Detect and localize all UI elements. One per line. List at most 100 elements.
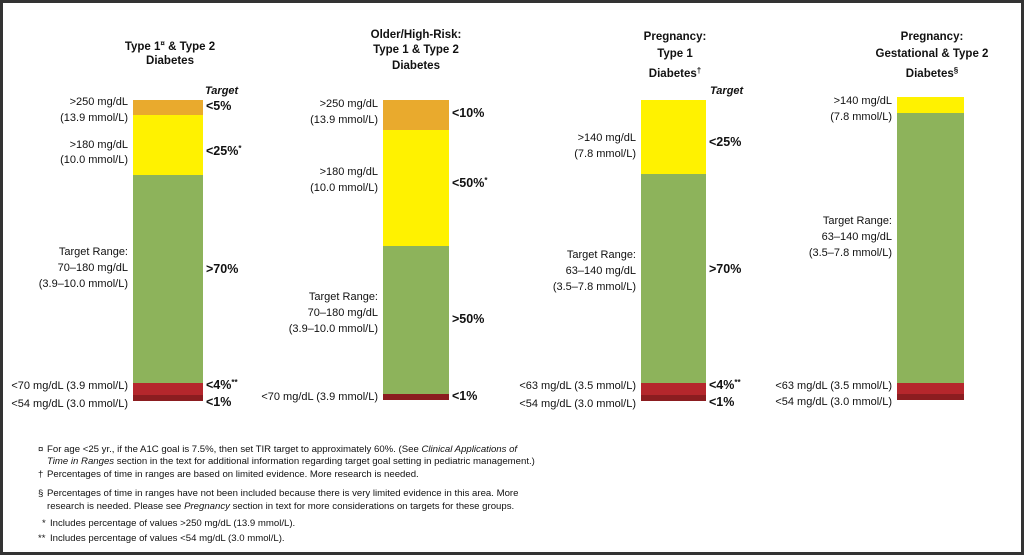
text-part: Type 1 <box>125 41 161 53</box>
text-part: <1% <box>452 389 477 403</box>
target-value: <25%* <box>206 144 242 159</box>
text-part: * <box>484 176 488 185</box>
footnote-text: Includes percentage of values <54 mg/dL … <box>50 533 285 544</box>
text-part: Diabetes <box>906 68 954 80</box>
text-part: section in text for more considerations … <box>230 501 514 512</box>
range-label: <63 mg/dL (3.5 mmol/L) <box>775 380 892 392</box>
text-part: <4% <box>709 378 734 392</box>
text-part: † <box>697 66 701 75</box>
text-part: * <box>238 144 242 153</box>
column-title: Type 1 <box>657 48 693 60</box>
text-part: <1% <box>206 395 231 409</box>
range-segment <box>383 246 449 394</box>
text-part: ** <box>231 378 238 387</box>
text-part: <25% <box>206 144 238 158</box>
range-label: <70 mg/dL (3.9 mmol/L) <box>11 380 128 392</box>
footnote-mark: § <box>38 488 43 499</box>
column-title: Type 1¤ & Type 2 <box>125 39 215 54</box>
text-part: ** <box>38 533 46 544</box>
column-title: Diabetes <box>146 55 194 67</box>
range-label: Target Range: <box>567 249 636 261</box>
text-part: Percentages of time in ranges are based … <box>47 469 419 480</box>
column-title: Diabetes§ <box>906 66 959 81</box>
range-segment <box>133 115 203 175</box>
text-part: Includes percentage of values >250 mg/dL… <box>50 518 295 529</box>
text-part: Percentages of time in ranges have not b… <box>47 488 518 499</box>
text-part: Type 1 <box>657 48 693 60</box>
text-part: ¤ <box>38 444 43 455</box>
column-title: Gestational & Type 2 <box>876 48 989 60</box>
text-part: † <box>38 469 43 480</box>
range-label: Target Range: <box>59 246 128 258</box>
text-part: Diabetes <box>649 68 697 80</box>
text-part: research is needed. Please see <box>47 501 184 512</box>
footnote-mark: ¤ <box>38 444 43 455</box>
text-part: For age <25 yr., if the A1C goal is 7.5%… <box>47 444 421 455</box>
text-part: Pregnancy: <box>644 31 707 43</box>
range-segment <box>133 383 203 395</box>
footnote-text: research is needed. Please see Pregnancy… <box>47 501 514 512</box>
target-value: <50%* <box>452 176 488 191</box>
target-value: >50% <box>452 312 484 326</box>
text-part: § <box>38 488 43 499</box>
footnote-text: Time in Ranges section in the text for a… <box>47 456 535 467</box>
column-title: Type 1 & Type 2 <box>373 44 459 56</box>
range-label: (3.5–7.8 mmol/L) <box>553 281 636 293</box>
text-part: § <box>954 66 959 75</box>
range-segment <box>897 394 964 400</box>
target-value: <5% <box>206 99 231 113</box>
range-label: <63 mg/dL (3.5 mmol/L) <box>519 380 636 392</box>
text-part: <10% <box>452 106 484 120</box>
footnote-mark: * <box>42 518 46 529</box>
range-label: 63–140 mg/dL <box>566 265 636 277</box>
target-value: <4%** <box>709 378 741 393</box>
range-label: (7.8 mmol/L) <box>574 148 636 160</box>
range-label: <54 mg/dL (3.0 mmol/L) <box>775 396 892 408</box>
text-part: * <box>42 518 46 529</box>
text-part: Type 1 & Type 2 <box>373 44 459 56</box>
text-part: <25% <box>709 135 741 149</box>
range-segment <box>641 383 706 395</box>
range-label: <54 mg/dL (3.0 mmol/L) <box>11 398 128 410</box>
range-label: >250 mg/dL <box>320 98 378 110</box>
range-label: >140 mg/dL <box>578 132 636 144</box>
range-label: (13.9 mmol/L) <box>60 112 128 124</box>
text-part: Older/High-Risk: <box>371 29 462 41</box>
text-part: <5% <box>206 99 231 113</box>
range-label: >250 mg/dL <box>70 96 128 108</box>
range-label: (10.0 mmol/L) <box>60 154 128 166</box>
text-part: <1% <box>709 395 734 409</box>
range-label: 70–180 mg/dL <box>308 307 378 319</box>
column-title: Pregnancy: <box>901 31 964 43</box>
column-title: Older/High-Risk: <box>371 29 462 41</box>
range-segment <box>133 395 203 401</box>
range-label: (3.9–10.0 mmol/L) <box>289 323 378 335</box>
text-part: >50% <box>452 312 484 326</box>
target-header: Target <box>205 85 240 97</box>
text-part: Gestational & Type 2 <box>876 48 989 60</box>
range-segment <box>383 130 449 246</box>
column-title: Pregnancy: <box>644 31 707 43</box>
text-part: >70% <box>206 262 238 276</box>
text-part: Time in Ranges <box>47 456 114 467</box>
range-segment <box>133 175 203 383</box>
target-value: <1% <box>206 395 231 409</box>
text-part: <50% <box>452 176 484 190</box>
range-label: (7.8 mmol/L) <box>830 111 892 123</box>
range-label: >180 mg/dL <box>70 139 128 151</box>
range-label: Target Range: <box>823 215 892 227</box>
range-label: (3.5–7.8 mmol/L) <box>809 247 892 259</box>
range-segment <box>897 383 964 394</box>
target-value: >70% <box>206 262 238 276</box>
text-part: <4% <box>206 378 231 392</box>
footnote-mark: † <box>38 469 43 480</box>
text-part: Pregnancy: <box>901 31 964 43</box>
text-part: >70% <box>709 262 741 276</box>
footnote-text: Percentages of time in ranges are based … <box>47 469 419 480</box>
range-label: 70–180 mg/dL <box>58 262 128 274</box>
range-segment <box>641 100 706 174</box>
range-segment <box>383 394 449 400</box>
target-value: >70% <box>709 262 741 276</box>
column-title: Diabetes <box>392 60 440 72</box>
target-value: <25% <box>709 135 741 149</box>
